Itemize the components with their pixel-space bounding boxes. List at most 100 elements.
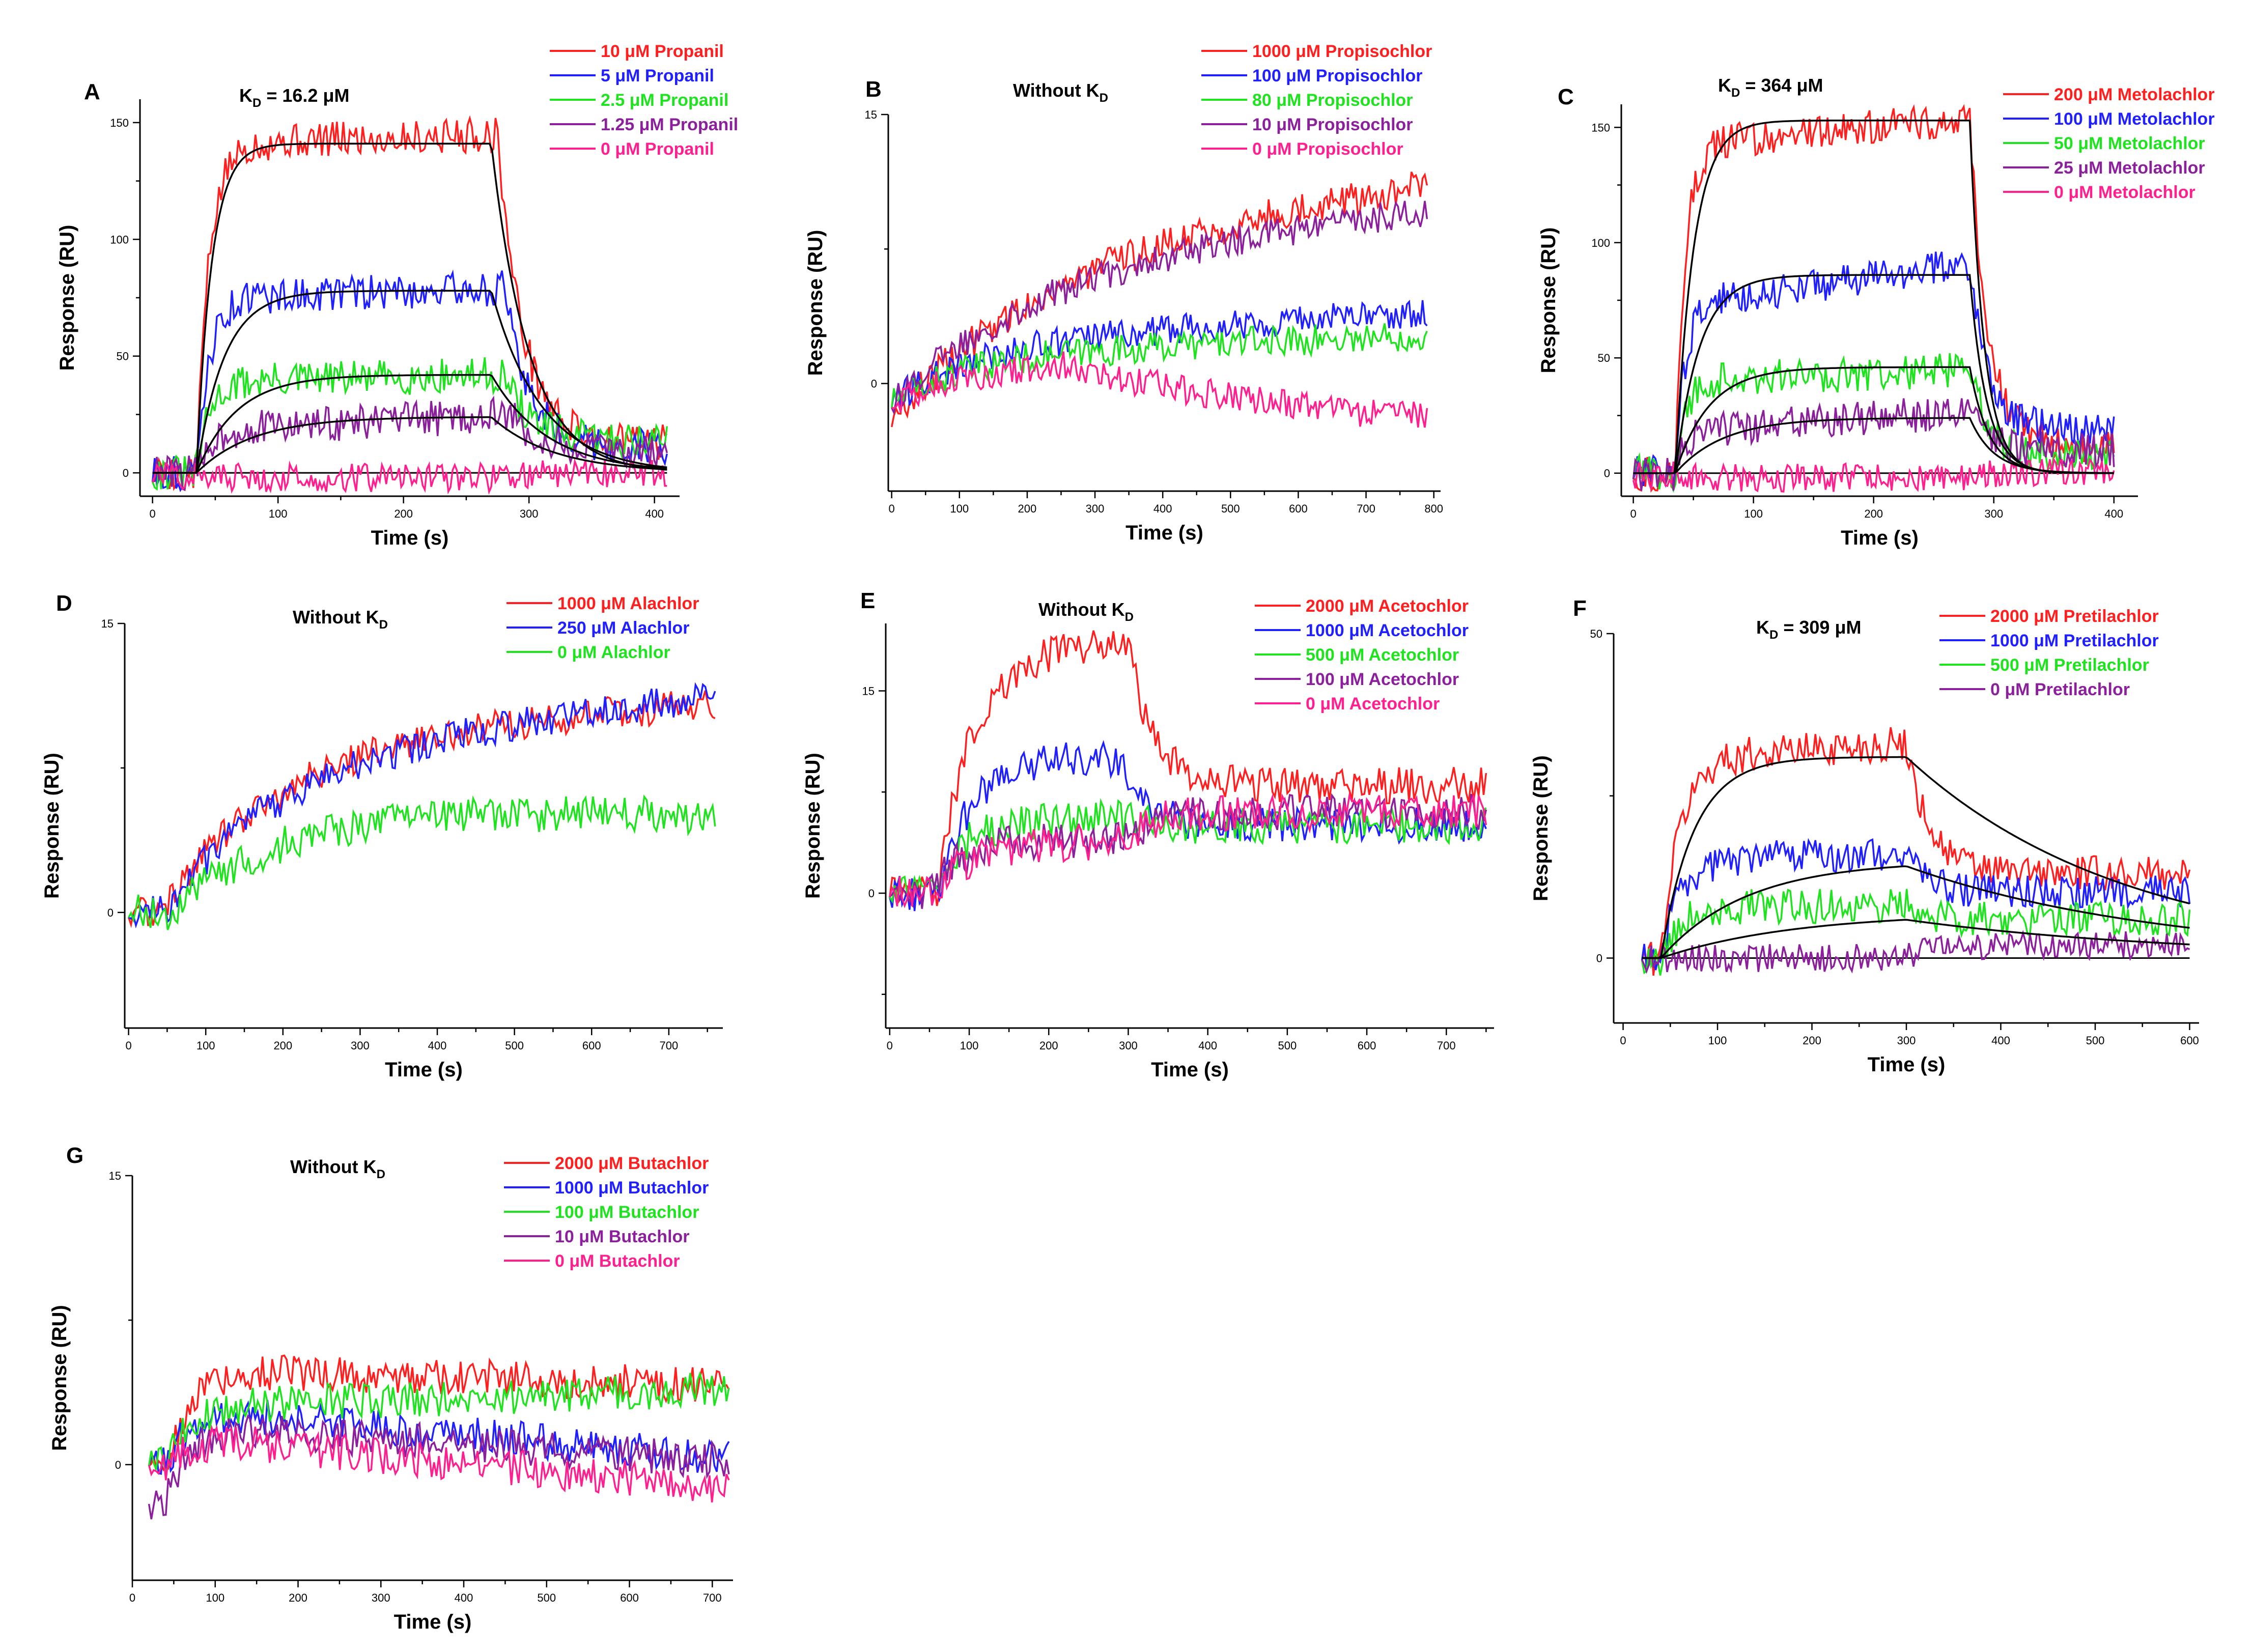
x-tick-label: 100 [206, 1591, 224, 1604]
x-axis-title: Time (s) [1125, 522, 1203, 544]
series-line-4 [1632, 398, 2115, 491]
kd-annotation: Without KD [290, 1156, 385, 1181]
fit-curve-1 [1642, 756, 2190, 959]
x-tick-label: 800 [1424, 502, 1443, 515]
series-line-1 [148, 1354, 730, 1472]
series-line-1 [890, 172, 1428, 428]
legend-label: 1000 μM Propisochlor [1252, 42, 1432, 61]
series-line-5 [1632, 457, 2115, 493]
series-line-1 [151, 115, 668, 492]
fit-curve-4 [1633, 417, 2114, 474]
x-tick-label: 700 [703, 1591, 722, 1604]
x-tick-label: 400 [455, 1591, 473, 1604]
series-line-4 [148, 1414, 730, 1520]
legend-label: 5 μM Propanil [601, 66, 714, 86]
panel-letter: F [1573, 596, 1587, 621]
fit-curve-2 [1642, 865, 2190, 959]
chart-panel-g: 0 100 200 300 400 500 600 700 0 15 Time (s) Respons… [48, 1143, 733, 1633]
x-tick-label: 100 [269, 507, 288, 520]
legend-label: 1000 μM Pretilachlor [1990, 631, 2159, 650]
x-tick-label: 100 [1708, 1034, 1727, 1047]
x-tick-label: 600 [1358, 1039, 1376, 1052]
legend-label: 100 μM Metolachlor [2054, 109, 2215, 129]
series-line-2 [1632, 251, 2115, 490]
y-tick-label: 50 [117, 350, 129, 363]
kd-annotation: KD = 364 μM [1718, 75, 1823, 100]
legend: 2000 μM Butachlor 1000 μM Butachlor 100 μM… [504, 1154, 709, 1271]
panel-letter: D [56, 591, 72, 616]
y-axis-title: Response (RU) [48, 1305, 71, 1451]
y-axis-title: Response (RU) [1530, 755, 1552, 901]
x-tick-label: 300 [372, 1591, 390, 1604]
x-tick-label: 0 [1630, 507, 1636, 520]
x-tick-label: 400 [2104, 507, 2123, 520]
legend-label: 0 μM Propisochlor [1252, 139, 1403, 159]
x-tick-label: 500 [2086, 1034, 2105, 1047]
x-tick-label: 0 [150, 507, 156, 520]
x-axis-title: Time (s) [1151, 1059, 1229, 1081]
x-tick-label: 700 [1357, 502, 1375, 515]
x-tick-label: 100 [196, 1039, 215, 1052]
series-line-5 [148, 1424, 730, 1503]
series-line-5 [889, 792, 1487, 908]
y-tick-label: 0 [115, 1459, 121, 1471]
legend-label: 2.5 μM Propanil [601, 91, 728, 110]
legend-label: 0 μM Propanil [601, 139, 714, 159]
kd-annotation: Without KD [1038, 599, 1134, 624]
series-line-2 [148, 1400, 730, 1475]
legend-label: 25 μM Metolachlor [2054, 158, 2205, 178]
fit-curve-2 [152, 290, 667, 474]
x-tick-label: 700 [660, 1039, 679, 1052]
x-tick-label: 500 [505, 1039, 524, 1052]
x-tick-label: 400 [428, 1039, 447, 1052]
series-line-5 [152, 458, 667, 495]
series-line-3 [128, 794, 716, 930]
legend-label: 0 μM Butachlor [555, 1251, 680, 1271]
series-line-2 [889, 739, 1487, 912]
legend-label: 100 μM Butachlor [555, 1203, 699, 1222]
legend-label: 80 μM Propisochlor [1252, 91, 1413, 110]
x-tick-label: 500 [1278, 1039, 1297, 1052]
y-tick-label: 15 [862, 685, 875, 698]
series-line-4 [891, 201, 1428, 415]
x-tick-label: 0 [889, 502, 895, 515]
series-line-4 [152, 395, 668, 492]
kd-annotation: Without KD [293, 607, 388, 632]
x-axis-title: Time (s) [394, 1611, 472, 1633]
chart-panel-b: 0 100 200 300 400 500 600 700 800 0 15 Time (s) Resp… [804, 42, 1443, 544]
legend: 10 μM Propanil 5 μM Propanil 2.5 μM Propan… [550, 42, 738, 159]
panel-letter: G [66, 1143, 83, 1168]
x-tick-label: 300 [1119, 1039, 1138, 1052]
x-tick-label: 700 [1437, 1039, 1456, 1052]
panel-letter: C [1558, 84, 1574, 109]
panel-letter: A [84, 79, 100, 104]
y-tick-label: 50 [1598, 352, 1610, 364]
fit-curve-3 [152, 374, 667, 474]
series-line-2 [128, 682, 716, 929]
x-tick-label: 200 [394, 507, 413, 520]
legend-label: 50 μM Metolachlor [2054, 134, 2205, 153]
x-tick-label: 300 [1086, 502, 1105, 515]
legend-label: 500 μM Pretilachlor [1990, 656, 2149, 675]
y-axis-title: Response (RU) [804, 230, 827, 376]
legend-label: 10 μM Butachlor [555, 1227, 690, 1246]
legend-label: 200 μM Metolachlor [2054, 85, 2215, 104]
legend-label: 0 μM Pretilachlor [1990, 680, 2130, 699]
x-tick-label: 200 [1803, 1034, 1821, 1047]
series-line-5 [891, 351, 1428, 428]
series-line-1 [1641, 727, 2191, 976]
y-tick-label: 15 [101, 617, 114, 630]
x-tick-label: 500 [1221, 502, 1240, 515]
y-axis-title: Response (RU) [1537, 227, 1560, 374]
kd-annotation: Without KD [1013, 80, 1108, 105]
x-tick-label: 500 [537, 1591, 556, 1604]
chart-panel-a: 0 100 200 300 400 0 50 100 150 Time (s) Response (… [56, 42, 738, 549]
y-axis-title: Response (RU) [56, 225, 78, 371]
legend-label: 100 μM Propisochlor [1252, 66, 1422, 86]
x-tick-label: 0 [1620, 1034, 1626, 1047]
y-tick-label: 0 [868, 887, 875, 900]
series-line-2 [1641, 838, 2191, 971]
x-tick-label: 0 [125, 1039, 131, 1052]
x-tick-label: 100 [950, 502, 969, 515]
